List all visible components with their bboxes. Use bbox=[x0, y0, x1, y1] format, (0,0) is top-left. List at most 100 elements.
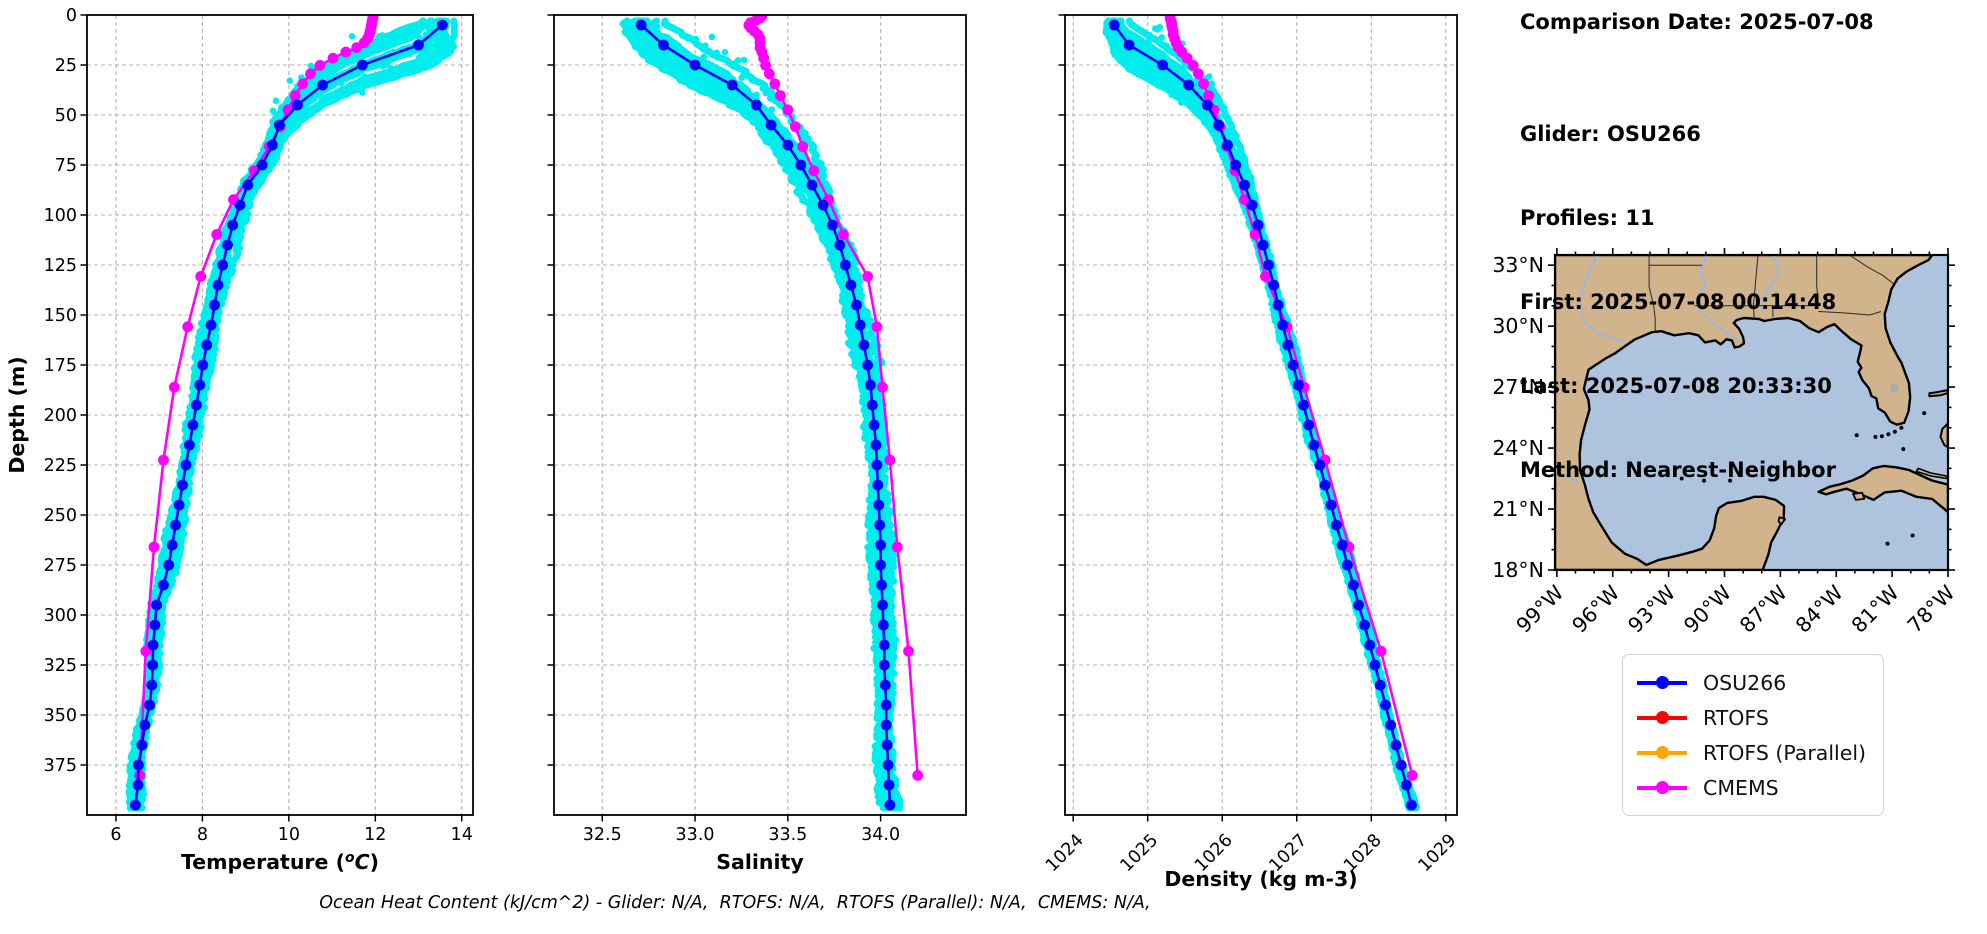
svg-text:33.5: 33.5 bbox=[768, 825, 807, 845]
glider-raw-scatter bbox=[619, 17, 904, 812]
map-border-al-ga bbox=[1816, 255, 1820, 306]
svg-text:150: 150 bbox=[44, 306, 77, 326]
map-lon-tick-label: 78°W bbox=[1903, 581, 1960, 638]
panel-temperature-c-: 6 8 10 12 14 0 25 50 75 100 125 150 175 200 225 250 275 3… bbox=[5, 6, 474, 874]
svg-text:25: 25 bbox=[55, 56, 77, 76]
map-border-tx-la bbox=[1648, 255, 1656, 332]
map-border-ms-al bbox=[1752, 255, 1759, 320]
map-islet bbox=[1922, 411, 1927, 416]
map-lat-tick-label: 18°N bbox=[1492, 558, 1544, 582]
map-river-texas bbox=[1578, 255, 1624, 343]
svg-text:10: 10 bbox=[278, 825, 300, 845]
glider-raw-scatter bbox=[1102, 17, 1420, 812]
svg-text:1025: 1025 bbox=[1117, 830, 1163, 876]
map-lon-tick-label: 96°W bbox=[1567, 581, 1624, 638]
map-islet bbox=[1885, 541, 1890, 546]
svg-text:0: 0 bbox=[66, 6, 77, 26]
map-islet bbox=[1879, 434, 1884, 439]
map-land-isla-juventud bbox=[1852, 491, 1866, 501]
glider-raw-scatter bbox=[125, 17, 458, 812]
glider-binned-profile-line bbox=[130, 19, 448, 811]
svg-text:325: 325 bbox=[44, 656, 77, 676]
svg-text:300: 300 bbox=[44, 606, 77, 626]
panel-salinity: 32.5 33.0 33.5 34.0 Salinity bbox=[547, 14, 967, 874]
glider-binned-profile-line bbox=[1108, 19, 1417, 811]
svg-text:12: 12 bbox=[364, 825, 386, 845]
svg-text:6: 6 bbox=[110, 825, 121, 845]
svg-text:87°W: 87°W bbox=[1735, 581, 1792, 638]
legend: OSU266 RTOFS RTOFS (Parallel) CMEMS bbox=[1622, 654, 1884, 816]
svg-text:75: 75 bbox=[55, 156, 77, 176]
svg-text:1029: 1029 bbox=[1415, 830, 1461, 876]
map-river-mississippi bbox=[1695, 255, 1741, 344]
legend-line-marker-icon bbox=[1637, 746, 1687, 760]
map-islet bbox=[1728, 478, 1733, 483]
svg-text:8: 8 bbox=[197, 825, 208, 845]
svg-text:32.5: 32.5 bbox=[583, 825, 622, 845]
glider-binned-profile-line bbox=[635, 19, 896, 811]
svg-text:14: 14 bbox=[451, 825, 473, 845]
cmems-profile-line bbox=[134, 15, 379, 781]
svg-text:34.0: 34.0 bbox=[861, 825, 900, 845]
svg-text:90°W: 90°W bbox=[1679, 581, 1736, 638]
map-islet bbox=[1899, 425, 1904, 430]
map-lat-tick-label: 27°N bbox=[1492, 375, 1544, 399]
map-river-panuco bbox=[1555, 469, 1580, 485]
map-lake-okeechobee bbox=[1889, 383, 1899, 393]
svg-text:100: 100 bbox=[44, 206, 77, 226]
cmems-profile-line bbox=[1164, 15, 1418, 781]
svg-text:33.0: 33.0 bbox=[676, 825, 715, 845]
map-land-mainland bbox=[1555, 255, 1934, 570]
svg-text:250: 250 bbox=[44, 506, 77, 526]
svg-text:375: 375 bbox=[44, 756, 77, 776]
map-ticks bbox=[1548, 248, 1955, 577]
cmems-profile-line bbox=[743, 15, 924, 781]
method-line: Method: Nearest-Neighbor bbox=[1520, 458, 1836, 482]
svg-text:50: 50 bbox=[55, 106, 77, 126]
legend-item-osu266: OSU266 bbox=[1637, 665, 1883, 700]
svg-text:200: 200 bbox=[44, 406, 77, 426]
axis-ticks: 32.5 33.0 33.5 34.0 bbox=[547, 14, 900, 845]
profiles-line: Profiles: 11 bbox=[1520, 206, 1655, 230]
map-lon-tick-label: 90°W bbox=[1679, 581, 1736, 638]
map-lat-tick-label: 30°N bbox=[1492, 314, 1544, 338]
map-border-ga-sc bbox=[1849, 255, 1894, 284]
svg-text:275: 275 bbox=[44, 556, 77, 576]
ocean-heat-content-caption: Ocean Heat Content (kJ/cm^2) - Glider: N… bbox=[319, 893, 1151, 913]
axis-ticks: 6 8 10 12 14 0 25 50 75 100 125 150 175 200 225 250 275 3… bbox=[44, 6, 473, 845]
map-islet bbox=[1702, 478, 1706, 483]
svg-text:175: 175 bbox=[44, 356, 77, 376]
svg-text:225: 225 bbox=[44, 456, 77, 476]
legend-item-cmems: CMEMS bbox=[1637, 770, 1883, 805]
map-islet bbox=[1910, 533, 1915, 538]
svg-text:78°W: 78°W bbox=[1903, 581, 1960, 638]
svg-text:350: 350 bbox=[44, 706, 77, 726]
legend-label: OSU266 bbox=[1703, 670, 1787, 695]
legend-label: CMEMS bbox=[1703, 775, 1779, 800]
legend-label: RTOFS bbox=[1703, 705, 1769, 730]
map-lon-tick-label: 84°W bbox=[1791, 581, 1848, 638]
gulf-of-mexico-map: 33°N 30°N 27°N 24°N 21°N 18°N99°W96°W93°W90°W… bbox=[1492, 248, 1960, 638]
y-axis-label: Depth (m) bbox=[5, 356, 29, 473]
x-axis-label: Salinity bbox=[716, 850, 803, 874]
svg-text:81°W: 81°W bbox=[1847, 581, 1904, 638]
first-time-line: First: 2025-07-08 00:14:48 bbox=[1520, 290, 1837, 314]
map-lon-tick-label: 87°W bbox=[1735, 581, 1792, 638]
legend-item-rtofs: RTOFS bbox=[1637, 700, 1883, 735]
map-islet bbox=[1679, 476, 1684, 481]
map-islet bbox=[1854, 433, 1859, 438]
map-islet bbox=[1886, 432, 1891, 437]
map-lat-tick-label: 24°N bbox=[1492, 436, 1544, 460]
map-islet bbox=[1901, 447, 1906, 452]
svg-text:96°W: 96°W bbox=[1567, 581, 1624, 638]
map-islet bbox=[1873, 434, 1878, 439]
map-lon-tick-label: 99°W bbox=[1511, 581, 1568, 638]
legend-line-marker-icon bbox=[1637, 711, 1687, 725]
last-time-line: Last: 2025-07-08 20:33:30 bbox=[1520, 374, 1832, 398]
legend-line-marker-icon bbox=[1637, 676, 1687, 690]
map-lat-tick-label: 21°N bbox=[1492, 497, 1544, 521]
svg-text:125: 125 bbox=[44, 256, 77, 276]
